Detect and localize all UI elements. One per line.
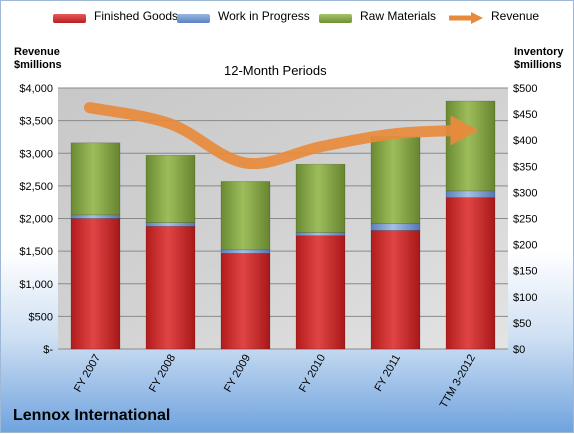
x-tick-label: FY 2009 [222, 353, 253, 395]
bar-work-in-progress [220, 249, 271, 254]
right-tick-label: $50 [513, 318, 531, 330]
raw-materials-swatch [319, 14, 352, 23]
legend-raw-materials-label: Raw Materials [360, 9, 437, 23]
left-tick-label: $3,500 [19, 116, 53, 128]
right-tick-label: $400 [513, 135, 537, 147]
bar-work-in-progress [145, 222, 196, 227]
left-tick-label: $2,500 [19, 181, 53, 193]
left-tick-label: $1,500 [19, 246, 53, 258]
right-tick-label: $150 [513, 266, 537, 278]
legend-revenue-label: Revenue [491, 9, 540, 23]
legend-finished-goods-label: Finished Goods [94, 9, 179, 23]
left-axis-title-line1: Revenue [14, 46, 60, 58]
right-tick-label: $200 [513, 240, 537, 252]
left-tick-label: $500 [29, 311, 53, 323]
x-tick-label: FY 2007 [72, 353, 103, 395]
bar-finished-goods [295, 235, 346, 350]
x-tick-label: TTM 3-2012 [438, 353, 478, 411]
x-tick-label: FY 2010 [297, 353, 328, 395]
legend-wip-label: Work in Progress [218, 9, 310, 23]
right-tick-label: $350 [513, 161, 537, 173]
revenue-swatch [449, 12, 483, 24]
bar-raw-materials [220, 181, 271, 251]
company-name: Lennox International [13, 407, 171, 424]
left-tick-label: $3,000 [19, 148, 53, 160]
bar-finished-goods [445, 197, 496, 350]
left-tick-label: $2,000 [19, 214, 53, 226]
bar-raw-materials [70, 142, 121, 216]
right-axis-title-line1: Inventory [514, 46, 564, 58]
right-axis-title: Inventory $millions [514, 46, 564, 72]
revenue-arrowhead [450, 115, 479, 146]
left-tick-label: $4,000 [19, 83, 53, 95]
right-tick-label: $450 [513, 109, 537, 121]
bar-finished-goods [220, 253, 271, 350]
plot-title: 12-Month Periods [224, 63, 327, 78]
right-axis-title-line2: $millions [514, 59, 562, 71]
x-tick-label: FY 2008 [147, 353, 178, 395]
bar-raw-materials [445, 100, 496, 192]
right-tick-label: $0 [513, 344, 525, 356]
bar-raw-materials [145, 155, 196, 223]
bar-finished-goods [370, 230, 421, 350]
wip-swatch [177, 14, 210, 23]
bar-raw-materials [295, 163, 346, 233]
revenue-line [84, 102, 463, 170]
left-tick-label: $- [43, 344, 53, 356]
finished-goods-swatch [53, 14, 86, 23]
x-tick-label: FY 2011 [372, 353, 403, 394]
left-axis-title: Revenue $millions [14, 46, 62, 72]
bar-work-in-progress [70, 214, 121, 219]
right-tick-label: $300 [513, 187, 537, 199]
left-axis-title-line2: $millions [14, 59, 62, 71]
right-tick-label: $250 [513, 214, 537, 226]
bar-work-in-progress [295, 232, 346, 237]
left-tick-label: $1,000 [19, 279, 53, 291]
bar-finished-goods [145, 226, 196, 350]
bar-finished-goods [70, 218, 121, 350]
right-tick-label: $500 [513, 83, 537, 95]
bar-raw-materials [370, 136, 421, 225]
bar-work-in-progress [445, 190, 496, 198]
bar-work-in-progress [370, 223, 421, 231]
right-tick-label: $100 [513, 292, 537, 304]
legend: Finished Goods Work in Progress Raw Mate… [1, 9, 574, 29]
